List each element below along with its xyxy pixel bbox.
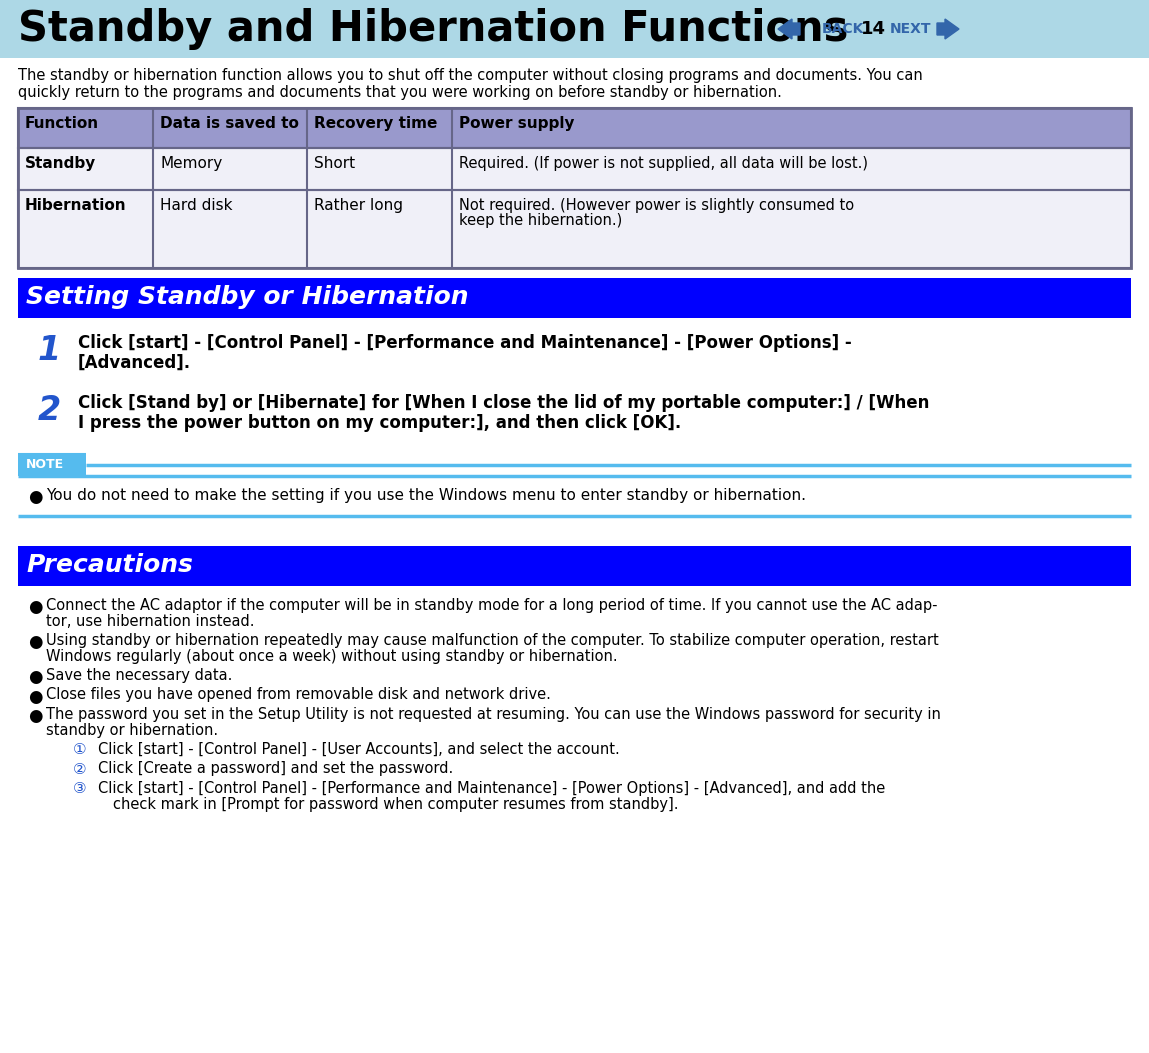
Text: Precautions: Precautions (26, 553, 193, 577)
Text: ●: ● (28, 488, 43, 506)
Text: Not required. (However power is slightly consumed to: Not required. (However power is slightly… (458, 198, 854, 213)
Text: Hibernation: Hibernation (25, 198, 126, 213)
Text: ●: ● (28, 598, 43, 616)
Bar (18, 108, 1131, 148)
Bar (18, 190, 1131, 269)
Text: standby or hibernation.: standby or hibernation. (46, 722, 218, 737)
Text: Standby and Hibernation Functions: Standby and Hibernation Functions (18, 8, 848, 49)
Bar (0, 0, 1149, 58)
Text: ●: ● (28, 707, 43, 726)
Text: ●: ● (28, 633, 43, 651)
Bar (18, 148, 1131, 190)
Bar (18, 454, 86, 476)
Bar (18, 148, 1131, 190)
Text: Rather long: Rather long (314, 198, 403, 213)
Text: Click [start] - [Control Panel] - [Performance and Maintenance] - [Power Options: Click [start] - [Control Panel] - [Perfo… (98, 781, 885, 796)
Text: NEXT: NEXT (890, 22, 932, 36)
Text: Memory: Memory (160, 156, 222, 171)
Text: Using standby or hibernation repeatedly may cause malfunction of the computer. T: Using standby or hibernation repeatedly … (46, 633, 939, 648)
Text: I press the power button on my computer:], and then click [OK].: I press the power button on my computer:… (78, 414, 681, 432)
Bar (18, 278, 1131, 318)
Text: ③: ③ (74, 781, 86, 796)
Text: Data is saved to: Data is saved to (160, 116, 299, 131)
Text: Windows regularly (about once a week) without using standby or hibernation.: Windows regularly (about once a week) wi… (46, 649, 618, 663)
Text: Save the necessary data.: Save the necessary data. (46, 668, 232, 683)
Text: NOTE: NOTE (26, 458, 64, 471)
Text: keep the hibernation.): keep the hibernation.) (458, 213, 623, 229)
Text: Short: Short (314, 156, 355, 171)
Text: ●: ● (28, 668, 43, 686)
Text: Recovery time: Recovery time (314, 116, 438, 131)
Text: check mark in [Prompt for password when computer resumes from standby].: check mark in [Prompt for password when … (113, 796, 679, 812)
Text: [Advanced].: [Advanced]. (78, 354, 191, 372)
Text: Power supply: Power supply (458, 116, 574, 131)
Bar (18, 190, 1131, 269)
Bar (18, 108, 1131, 269)
Text: Click [Stand by] or [Hibernate] for [When I close the lid of my portable compute: Click [Stand by] or [Hibernate] for [Whe… (78, 394, 930, 412)
Text: quickly return to the programs and documents that you were working on before sta: quickly return to the programs and docum… (18, 85, 781, 100)
Text: The standby or hibernation function allows you to shut off the computer without : The standby or hibernation function allo… (18, 68, 923, 83)
Text: 14: 14 (861, 20, 886, 38)
Text: Setting Standby or Hibernation: Setting Standby or Hibernation (26, 285, 469, 309)
Text: You do not need to make the setting if you use the Windows menu to enter standby: You do not need to make the setting if y… (46, 488, 805, 503)
Text: ●: ● (28, 688, 43, 706)
Text: ②: ② (74, 761, 86, 776)
Bar (18, 108, 1131, 148)
Text: Hard disk: Hard disk (160, 198, 232, 213)
Text: 1: 1 (38, 334, 61, 367)
Text: Function: Function (25, 116, 99, 131)
Text: ①: ① (74, 742, 86, 757)
Text: 2: 2 (38, 394, 61, 428)
Text: Close files you have opened from removable disk and network drive.: Close files you have opened from removab… (46, 688, 550, 702)
Text: Click [Create a password] and set the password.: Click [Create a password] and set the pa… (98, 761, 453, 776)
FancyArrow shape (936, 19, 959, 39)
Text: BACK: BACK (822, 22, 864, 36)
Text: Click [start] - [Control Panel] - [Performance and Maintenance] - [Power Options: Click [start] - [Control Panel] - [Perfo… (78, 334, 851, 352)
Text: Required. (If power is not supplied, all data will be lost.): Required. (If power is not supplied, all… (458, 156, 867, 171)
Bar (18, 547, 1131, 587)
Text: Standby: Standby (25, 156, 97, 171)
Text: The password you set in the Setup Utility is not requested at resuming. You can : The password you set in the Setup Utilit… (46, 707, 941, 722)
Text: Connect the AC adaptor if the computer will be in standby mode for a long period: Connect the AC adaptor if the computer w… (46, 598, 938, 613)
FancyArrow shape (778, 19, 800, 39)
Text: Click [start] - [Control Panel] - [User Accounts], and select the account.: Click [start] - [Control Panel] - [User … (98, 742, 619, 757)
Text: tor, use hibernation instead.: tor, use hibernation instead. (46, 614, 254, 629)
